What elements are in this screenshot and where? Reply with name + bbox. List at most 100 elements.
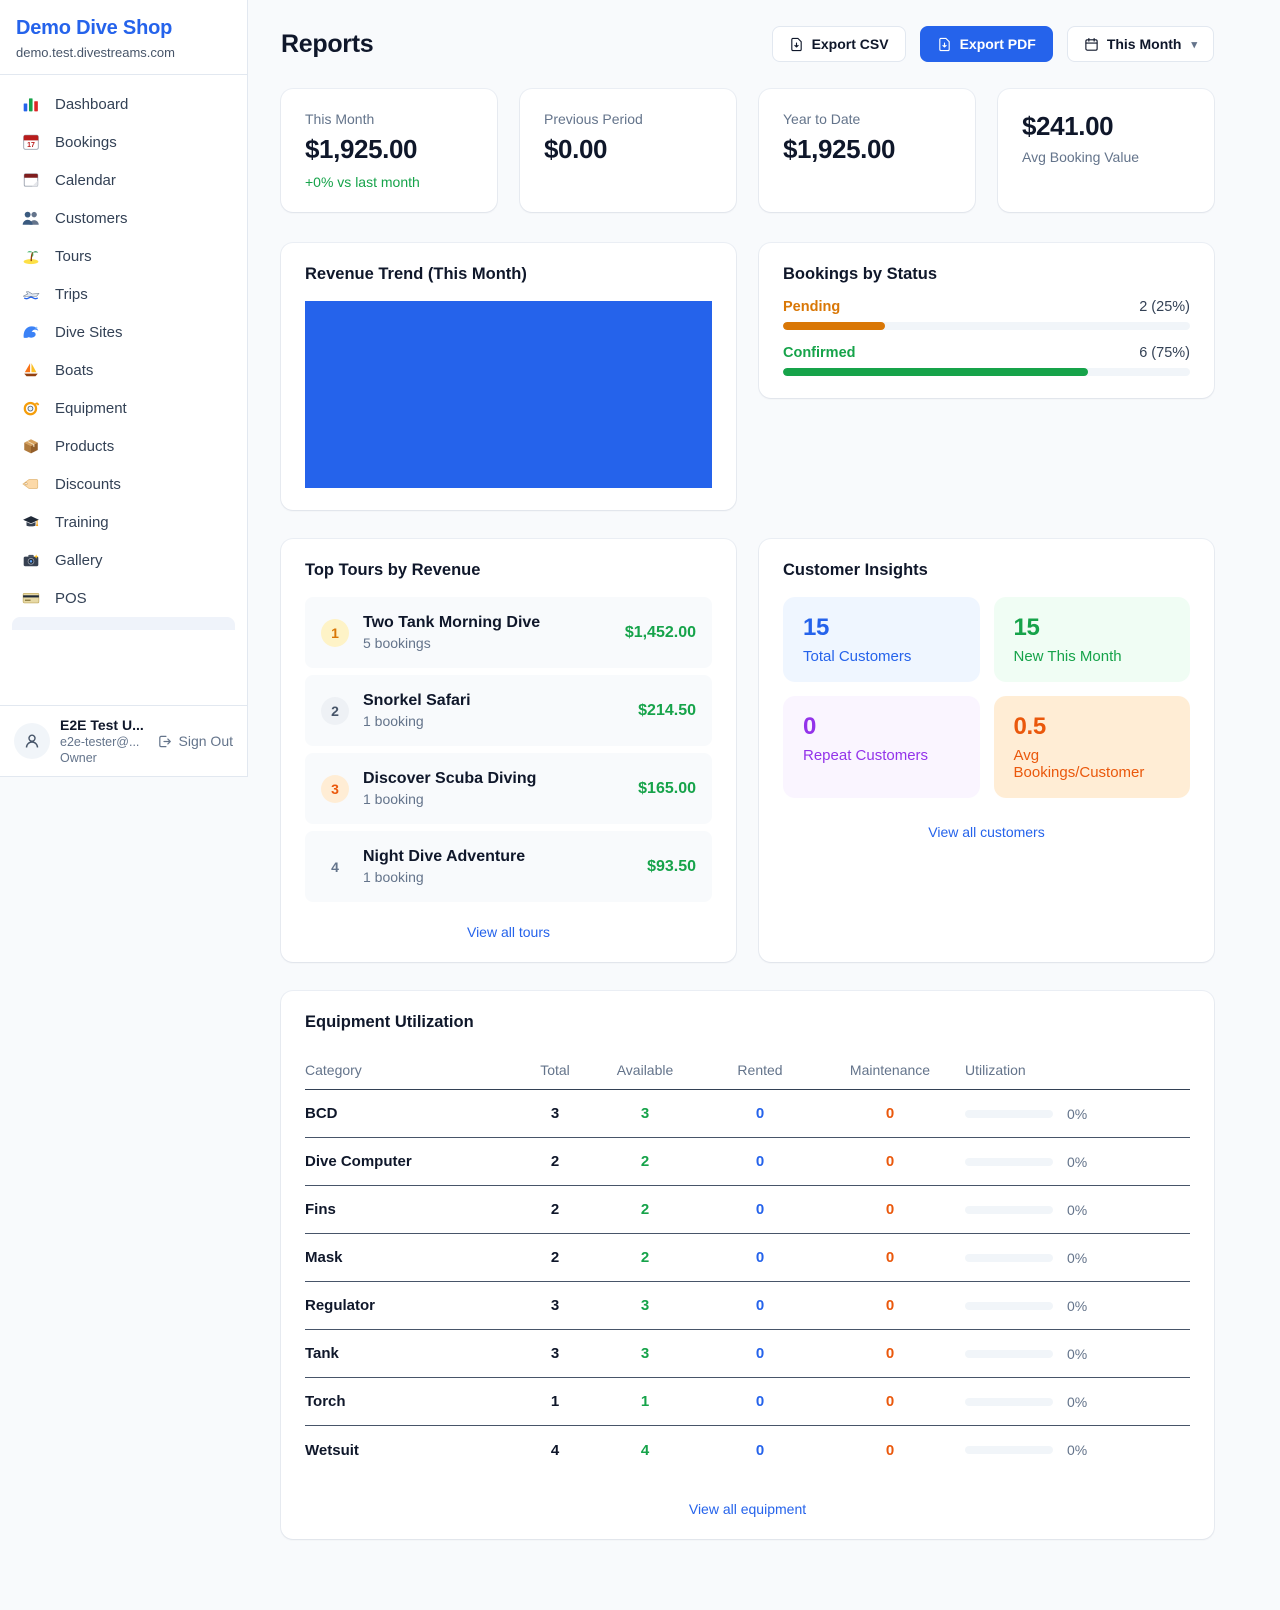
sidebar-item-tours[interactable]: Tours	[12, 237, 235, 275]
cell-utilization: 0%	[965, 1202, 1190, 1218]
sidebar-item-calendar[interactable]: Calendar	[12, 161, 235, 199]
tile-value: 15	[803, 614, 830, 641]
table-row: Fins 2 2 0 0 0%	[305, 1186, 1190, 1234]
tile-label: Total Customers	[803, 648, 912, 665]
speedboat-icon	[22, 285, 40, 303]
utilization-percent: 0%	[1067, 1442, 1088, 1458]
sailboat-icon	[22, 361, 40, 379]
cell-maintenance: 0	[885, 1249, 895, 1266]
row-revenue-status: Revenue Trend (This Month) Bookings by S…	[281, 243, 1214, 510]
stat-label: Year to Date	[783, 111, 861, 127]
sidebar-item-label: Trips	[55, 285, 88, 303]
sidebar-item-boats[interactable]: Boats	[12, 351, 235, 389]
sidebar-item-gallery[interactable]: Gallery	[12, 541, 235, 579]
period-dropdown[interactable]: This Month ▾	[1066, 26, 1214, 62]
cell-rented: 0	[755, 1345, 765, 1362]
revenue-trend-chart	[305, 301, 712, 488]
utilization-percent: 0%	[1067, 1249, 1088, 1266]
tile-value: 0	[803, 713, 817, 740]
period-label: This Month	[1106, 36, 1182, 52]
bookings-by-status-title: Bookings by Status	[783, 265, 938, 283]
cell-rented: 0	[755, 1153, 765, 1170]
sidebar-item-label: Customers	[55, 209, 128, 227]
tour-name: Discover Scuba Diving	[363, 770, 537, 787]
sidebar-item-dive-sites[interactable]: Dive Sites	[12, 313, 235, 351]
tour-amount: $93.50	[647, 857, 696, 875]
sidebar-item-equipment[interactable]: Equipment	[12, 389, 235, 427]
sidebar-item-dashboard[interactable]: Dashboard	[12, 85, 235, 123]
export-pdf-label: Export PDF	[959, 36, 1036, 52]
cell-total: 1	[550, 1393, 560, 1410]
sidebar: Demo Dive Shop demo.test.divestreams.com…	[0, 0, 248, 777]
status-bar-fill	[783, 368, 1089, 376]
sidebar-item-trips[interactable]: Trips	[12, 275, 235, 313]
file-download-icon	[790, 37, 802, 51]
stats-row: This Month $1,925.00 +0% vs last month P…	[281, 89, 1214, 212]
utilization-percent: 0%	[1067, 1345, 1088, 1362]
tour-amount: $165.00	[638, 779, 696, 797]
view-all-equipment-link[interactable]: View all equipment	[688, 1501, 807, 1517]
table-row: Wetsuit 4 4 0 0 0%	[305, 1426, 1190, 1474]
tour-name: Snorkel Safari	[363, 692, 471, 709]
sidebar-item-bookings[interactable]: 17 Bookings	[12, 123, 235, 161]
cell-available: 3	[640, 1345, 650, 1362]
cell-available: 4	[640, 1441, 650, 1459]
export-csv-button[interactable]: Export CSV	[771, 26, 906, 62]
user-name: E2E Test U...	[60, 717, 144, 733]
view-all-tours-link[interactable]: View all tours	[466, 924, 550, 940]
cell-total: 4	[550, 1441, 560, 1459]
stat-card-year-to-date: Year to Date $1,925.00	[759, 89, 975, 212]
cell-available: 3	[640, 1297, 650, 1314]
stat-card-avg-booking-value: $241.00 Avg Booking Value	[998, 89, 1214, 212]
sign-out-button[interactable]: Sign Out	[157, 733, 233, 749]
person-icon	[25, 734, 39, 748]
cell-available: 3	[640, 1105, 650, 1122]
sidebar-item-label: Dashboard	[55, 95, 129, 113]
insight-tiles: 15 Total Customers 15 New This Month 0 R…	[783, 597, 1190, 798]
user-meta: E2E Test U... e2e-tester@... Owner	[60, 717, 147, 765]
header-actions: Export CSV Export PDF This Month ▾	[771, 26, 1214, 62]
utilization-bar-track	[965, 1301, 1053, 1310]
sidebar-item-label: POS	[55, 589, 87, 607]
calendar-icon	[1085, 37, 1098, 51]
equipment-table-header: Category Total Available Rented Maintena…	[305, 1050, 1190, 1090]
tag-icon	[22, 475, 40, 493]
utilization-bar-track	[965, 1397, 1053, 1406]
col-header-total: Total	[540, 1061, 570, 1078]
export-pdf-button[interactable]: Export PDF	[919, 26, 1053, 62]
utilization-bar-track	[965, 1253, 1053, 1262]
status-row-confirmed: Confirmed 6 (75%)	[783, 345, 1190, 376]
sidebar-item-products[interactable]: Products	[12, 427, 235, 465]
cell-category: Regulator	[305, 1297, 376, 1314]
equipment-table: Category Total Available Rented Maintena…	[305, 1050, 1190, 1474]
sidebar-item-pos[interactable]: POS	[12, 579, 235, 617]
camera-icon	[22, 551, 40, 569]
utilization-percent: 0%	[1067, 1105, 1088, 1122]
credit-card-icon	[22, 589, 40, 607]
sidebar-item-label: Gallery	[55, 551, 103, 569]
row-tours-insights: Top Tours by Revenue 1 Two Tank Morning …	[281, 539, 1214, 962]
tile-value: 15	[1013, 614, 1040, 641]
sidebar-item-training[interactable]: Training	[12, 503, 235, 541]
sidebar-item-customers[interactable]: Customers	[12, 199, 235, 237]
people-icon	[22, 209, 40, 227]
equipment-utilization-card: Equipment Utilization Category Total Ava…	[281, 991, 1214, 1539]
cell-maintenance: 0	[885, 1153, 895, 1170]
sidebar-nav: Dashboard 17 Bookings Calendar Customers…	[0, 75, 247, 705]
utilization-bar-track	[965, 1446, 1053, 1454]
sidebar-item-label: Equipment	[55, 399, 127, 417]
sidebar-item-reports-partial[interactable]	[12, 617, 235, 630]
status-row-pending: Pending 2 (25%)	[783, 299, 1190, 330]
cell-rented: 0	[755, 1105, 765, 1122]
table-row: Mask 2 2 0 0 0%	[305, 1234, 1190, 1282]
tile-label: New This Month	[1013, 648, 1122, 665]
equipment-utilization-title: Equipment Utilization	[305, 1013, 474, 1031]
graduation-cap-icon	[22, 513, 40, 531]
sidebar-item-discounts[interactable]: Discounts	[12, 465, 235, 503]
cell-rented: 0	[755, 1393, 765, 1410]
sidebar-item-label: Dive Sites	[55, 323, 123, 341]
stat-value: $0.00	[544, 134, 608, 164]
tour-name: Night Dive Adventure	[363, 848, 526, 865]
view-all-customers-link[interactable]: View all customers	[928, 824, 1045, 840]
wave-icon	[22, 323, 40, 341]
